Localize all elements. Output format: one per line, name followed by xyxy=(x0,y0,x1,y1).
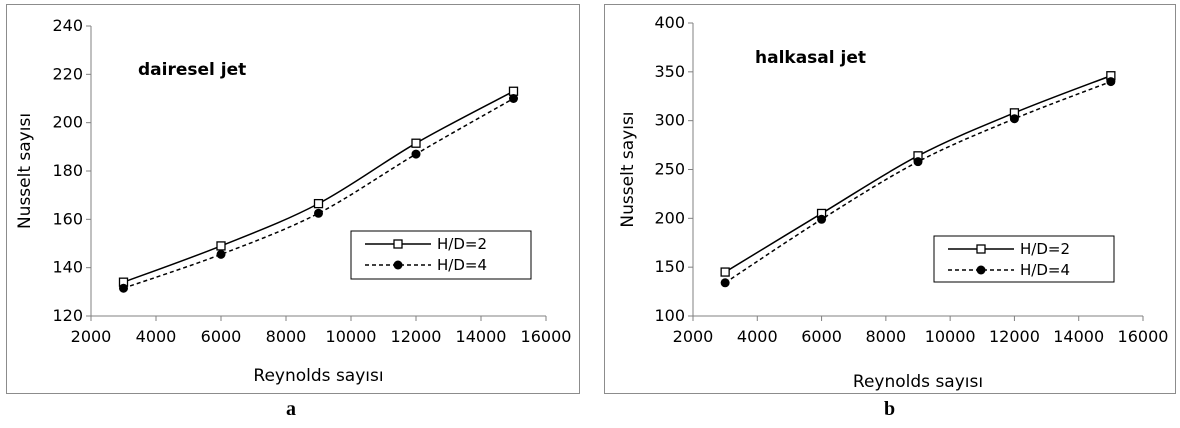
chart-b-x-tick-label: 12000 xyxy=(989,327,1040,346)
chart-b-x-tick-label: 2000 xyxy=(673,327,714,346)
chart-b-x-tick-label: 8000 xyxy=(865,327,906,346)
chart-a-legend-label-2: H/D=4 xyxy=(437,256,487,274)
chart-b-x-tick-label: 6000 xyxy=(801,327,842,346)
chart-a-x-tick-label: 12000 xyxy=(391,327,442,346)
chart-b-marker-square xyxy=(720,267,730,277)
chart-b-title: halkasal jet xyxy=(755,48,866,68)
chart-b-marker-circle xyxy=(817,214,827,224)
chart-a-y-tick-label: 160 xyxy=(52,209,83,228)
chart-b-y-axis-title: Nusselt sayısı xyxy=(618,111,638,227)
chart-b-y-tick-label: 200 xyxy=(654,208,685,227)
chart-a-marker-circle xyxy=(411,149,421,159)
chart-b-marker-circle xyxy=(1106,77,1116,87)
chart-b-y-tick-label: 250 xyxy=(654,160,685,179)
chart-b-y-tick-label: 150 xyxy=(654,257,685,276)
chart-b-legend-label-1: H/D=2 xyxy=(1020,240,1070,258)
chart-a-marker-square xyxy=(313,198,324,209)
chart-a-legend-label-1: H/D=2 xyxy=(437,235,487,253)
chart-a-y-axis-title: Nusselt sayısı xyxy=(15,113,35,229)
chart-b-y-tick-label: 100 xyxy=(654,306,685,325)
caption-b: b xyxy=(884,398,896,420)
chart-a-y-tick-label: 180 xyxy=(52,161,83,180)
chart-b-x-tick-label: 16000 xyxy=(1118,327,1169,346)
chart-a-marker-circle xyxy=(119,283,128,293)
chart-panel-a xyxy=(6,4,580,394)
chart-a-y-tick-label: 200 xyxy=(52,113,83,132)
chart-b-legend-marker-square xyxy=(976,244,986,254)
chart-a-legend-marker-square xyxy=(393,239,403,249)
chart-a-y-tick-label: 220 xyxy=(52,64,83,83)
chart-a-x-tick-label: 16000 xyxy=(521,327,572,346)
chart-b-x-tick-label: 10000 xyxy=(925,327,976,346)
chart-a-y-tick-label: 240 xyxy=(52,16,83,35)
chart-a-x-tick-label: 2000 xyxy=(71,327,112,346)
chart-a-y-tick-label: 140 xyxy=(52,258,83,277)
chart-b-marker-circle xyxy=(720,278,730,288)
chart-b-legend-box xyxy=(933,235,1115,283)
chart-a-marker-circle xyxy=(216,249,226,259)
chart-a-x-tick-label: 4000 xyxy=(136,327,177,346)
chart-a-title: dairesel jet xyxy=(138,60,246,80)
chart-a-x-tick-label: 8000 xyxy=(266,327,307,346)
chart-b-marker-circle xyxy=(1009,114,1019,124)
chart-a-legend-box xyxy=(350,230,532,280)
chart-b-legend-marker-circle xyxy=(976,265,986,275)
chart-a-marker-circle xyxy=(509,94,518,103)
chart-a-x-tick-label: 10000 xyxy=(326,327,377,346)
chart-a-x-tick-label: 6000 xyxy=(201,327,242,346)
chart-b: 100 150 200 250 300 350 400 2000 4000 6000 8000 100… xyxy=(618,13,1169,392)
chart-b-y-tick-label: 300 xyxy=(654,111,685,130)
chart-a-marker-circle xyxy=(314,208,323,218)
chart-b-y-tick-label: 350 xyxy=(654,62,685,81)
chart-b-x-axis-title: Reynolds sayısı xyxy=(853,372,983,392)
caption-a: a xyxy=(286,398,296,420)
chart-a-y-tick-label: 120 xyxy=(52,306,83,325)
chart-b-y-tick-label: 400 xyxy=(654,13,685,32)
chart-b-marker-circle xyxy=(913,157,923,167)
chart-panel-b xyxy=(604,4,1176,394)
chart-a: 120 140 160 180 200 220 240 2000 4000 6000 8000 100… xyxy=(15,16,572,386)
chart-a-legend-marker-circle xyxy=(393,260,403,270)
chart-a-series-line-2 xyxy=(123,97,514,289)
chart-a-x-tick-label: 14000 xyxy=(456,327,507,346)
chart-b-legend-label-2: H/D=4 xyxy=(1020,261,1070,279)
chart-a-marker-square xyxy=(411,138,421,148)
chart-b-x-tick-label: 14000 xyxy=(1053,327,1104,346)
chart-a-x-axis-title: Reynolds sayısı xyxy=(253,366,383,386)
chart-b-x-tick-label: 4000 xyxy=(737,327,778,346)
